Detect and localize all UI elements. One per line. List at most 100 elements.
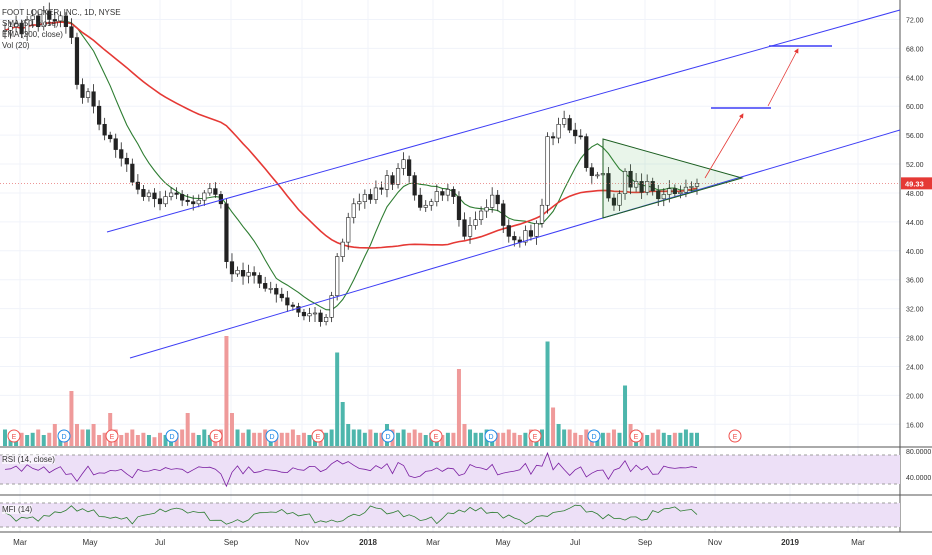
trend-drawings[interactable] — [0, 9, 901, 359]
volume-bar — [556, 424, 561, 446]
candle-body — [639, 181, 644, 193]
volume-bar — [80, 429, 85, 446]
dividend-marker[interactable] — [587, 429, 601, 443]
earnings-marker-label[interactable]: E — [214, 434, 219, 441]
candle-body — [218, 194, 224, 205]
volume-bar — [373, 432, 378, 446]
time-tick-label: Sep — [224, 538, 239, 547]
price-tick-label: 32.00 — [906, 307, 924, 314]
candle-body — [207, 188, 212, 194]
price-tick-label: 72.00 — [906, 17, 924, 24]
candle-body — [202, 192, 207, 201]
projection-arrow-1[interactable] — [704, 113, 744, 179]
time-axis: Mar May Jul Sep Nov 2018 Mar May Jul Sep Nov 2019 Ma… — [13, 538, 865, 547]
volume-bar — [263, 429, 268, 446]
earnings-marker-label[interactable]: E — [634, 434, 639, 441]
dividend-marker-label[interactable]: D — [269, 434, 274, 441]
candle-body — [135, 181, 140, 190]
ema-200-line — [4, 21, 698, 249]
earnings-marker[interactable] — [7, 429, 21, 443]
time-tick-label: Jul — [570, 538, 580, 547]
sma-legend[interactable]: SMA (50, close) — [2, 19, 59, 28]
candle-body — [252, 272, 257, 276]
volume-bar — [191, 432, 196, 446]
ema-legend[interactable]: EMA (200, close) — [2, 30, 63, 39]
candle-body — [534, 223, 539, 237]
candle-body — [407, 159, 412, 176]
last-price-badge[interactable] — [901, 177, 932, 190]
candle-body — [124, 157, 129, 165]
volume-bar — [451, 432, 456, 446]
candle-body — [539, 204, 545, 224]
earnings-marker[interactable] — [429, 429, 443, 443]
volume-bar — [423, 435, 428, 446]
volume-bar — [650, 432, 655, 446]
dividend-marker-label[interactable]: D — [591, 434, 596, 441]
candle-body — [2, 30, 8, 32]
dividend-marker[interactable] — [165, 429, 179, 443]
dividend-marker[interactable] — [57, 429, 71, 443]
channel-upper-line[interactable] — [106, 9, 901, 233]
dividend-marker-label[interactable]: D — [385, 434, 390, 441]
candle-body — [628, 170, 633, 188]
candle-body — [434, 191, 439, 202]
volume-bar — [600, 432, 605, 446]
volume-bar — [86, 429, 91, 446]
time-tick-label: Sep — [638, 538, 653, 547]
candle-body — [224, 203, 229, 262]
candle-body — [335, 256, 340, 296]
earnings-marker[interactable] — [311, 429, 325, 443]
volume-bar — [623, 385, 628, 446]
dividend-marker[interactable] — [265, 429, 279, 443]
symmetrical-triangle[interactable] — [602, 138, 744, 219]
earnings-marker-label[interactable]: E — [533, 434, 538, 441]
candle-body — [329, 295, 334, 318]
earnings-marker[interactable] — [209, 429, 223, 443]
volume-bar — [246, 429, 251, 446]
volume-bar — [146, 435, 151, 446]
volume-bar — [108, 413, 113, 446]
earnings-marker[interactable] — [105, 429, 119, 443]
event-markers[interactable]: E E E E E E E ED D D D D D — [7, 429, 742, 443]
candle-body — [74, 37, 80, 85]
dividend-marker[interactable] — [484, 429, 498, 443]
volume-bar — [661, 432, 666, 446]
volume-bar — [52, 424, 57, 446]
dividend-marker-label[interactable]: D — [169, 434, 174, 441]
symbol-title[interactable]: FOOT LOCKER, INC., 1D, NYSE — [2, 8, 121, 17]
volume-bar — [202, 429, 207, 446]
volume-bar — [551, 407, 556, 446]
earnings-marker-label[interactable]: E — [12, 434, 17, 441]
volume-bar — [180, 429, 185, 446]
dividend-marker-label[interactable]: D — [61, 434, 66, 441]
volume-bar — [324, 432, 329, 446]
earnings-marker[interactable] — [728, 429, 742, 443]
earnings-marker-label[interactable]: E — [434, 434, 439, 441]
mfi-label[interactable]: MFI (14) — [2, 505, 33, 514]
projection-arrow-2[interactable] — [767, 48, 799, 107]
rsi-label[interactable]: RSI (14, close) — [2, 455, 55, 464]
channel-lower-line[interactable] — [129, 129, 901, 359]
volume-bar — [573, 432, 578, 446]
dividend-marker[interactable] — [381, 429, 395, 443]
earnings-marker-label[interactable]: E — [110, 434, 115, 441]
volume-bar — [329, 429, 334, 446]
vol-legend[interactable]: Vol (20) — [2, 41, 30, 50]
volume-bar — [74, 424, 79, 446]
price-tick-label: 48.00 — [906, 191, 924, 198]
candle-body — [263, 283, 268, 289]
volume-bar — [135, 435, 140, 446]
time-tick-label: Mar — [426, 538, 440, 547]
earnings-marker-label[interactable]: E — [316, 434, 321, 441]
earnings-marker[interactable] — [528, 429, 542, 443]
volume-bar — [47, 432, 52, 446]
candle-body — [667, 188, 672, 195]
candle-body — [13, 22, 19, 27]
price-tick-label: 28.00 — [906, 336, 924, 343]
earnings-marker[interactable] — [629, 429, 643, 443]
dividend-marker-label[interactable]: D — [488, 434, 493, 441]
rsi-pane: 80.0000 40.0000 — [0, 449, 931, 488]
earnings-marker-label[interactable]: E — [733, 434, 738, 441]
price-tick-label: 44.00 — [906, 220, 924, 227]
